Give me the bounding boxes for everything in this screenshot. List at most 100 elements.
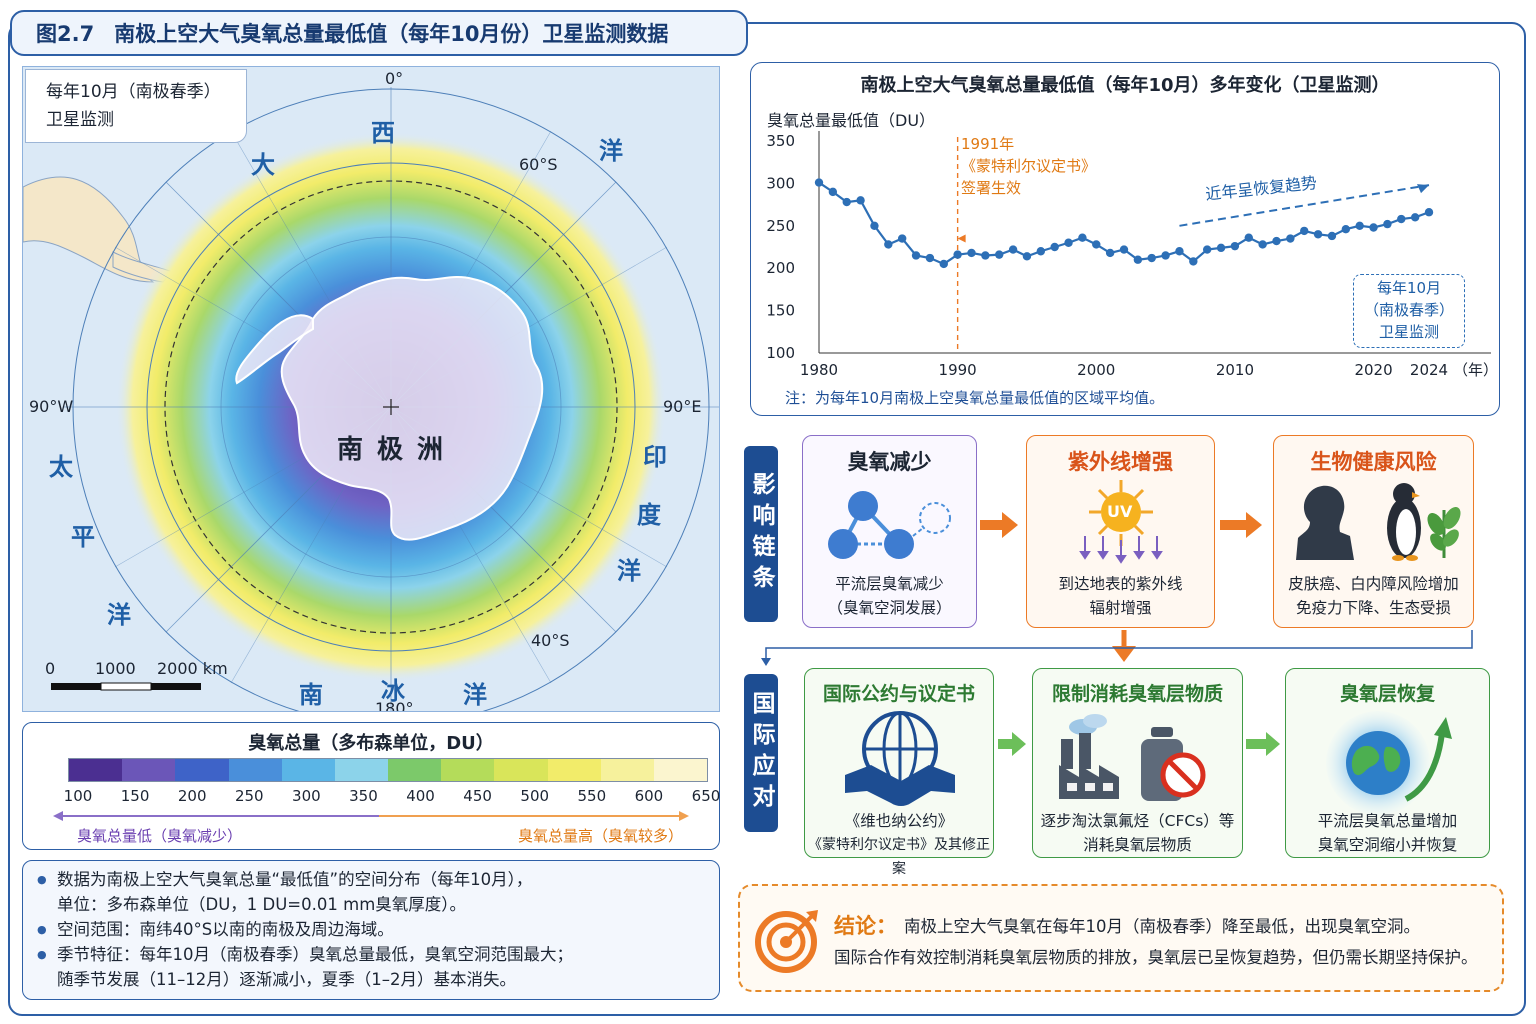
data-point (1216, 243, 1226, 253)
legend-tick-label: 500 (520, 787, 550, 805)
arrow-right-icon (998, 732, 1026, 756)
data-point (1050, 242, 1059, 252)
ocean-char-ind2: 度 (637, 501, 661, 529)
data-point (911, 251, 921, 260)
card-health-risk: 生物健康风险 皮肤癌、白内障风险增加 免疫力下降、生态受损 (1273, 435, 1474, 628)
data-point (856, 196, 865, 205)
data-point (828, 187, 838, 197)
card-health-risk-title: 生物健康风险 (1310, 450, 1437, 474)
data-point (1313, 230, 1323, 239)
color-swatch (441, 759, 495, 781)
card-convention: 国际公约与议定书 《维也纳公约》 《蒙特利尔议定书》及其修正案 (804, 668, 994, 877)
data-point (967, 248, 976, 258)
data-point (1286, 234, 1295, 243)
chart-y-axis-label: 臭氧总量最低值（DU） (767, 111, 936, 130)
card-ozone-recovery-desc-1: 平流层臭氧总量增加 (1317, 812, 1458, 830)
y-tick-label: 250 (766, 217, 795, 235)
x-tick-label: 2024 (1410, 361, 1448, 379)
conclusion-panel: 结论： 南极上空大气臭氧在每年10月（南极春季）降至最低，出现臭氧空洞。 国际合… (738, 884, 1504, 992)
treaty-marker-arrow (957, 234, 966, 243)
x-tick-label: 1980 (800, 361, 838, 379)
conclusion-line-2: 国际合作有效控制消耗臭氧层物质的排放，臭氧层已呈恢复趋势，但仍需长期坚持保护。 (834, 948, 1478, 967)
x-tick-label: 2020 (1354, 361, 1392, 379)
data-point (1327, 231, 1337, 241)
note-line-3: 空间范围：南纬40°S以南的南极及周边海域。 (35, 917, 707, 942)
map-badge-line2: 卫星监测 (46, 110, 114, 130)
legend-tick-label: 100 (63, 787, 93, 805)
ocean-char-atl3: 洋 (599, 137, 623, 165)
lon-90e-label: 90°E (663, 397, 702, 416)
y-tick-label: 150 (766, 302, 795, 320)
card-convention-title: 国际公约与议定书 (822, 683, 975, 705)
y-tick-label: 200 (766, 259, 795, 277)
scale-1000: 1000 (95, 659, 136, 678)
data-point (842, 197, 851, 207)
trend-arrow-line (1179, 184, 1430, 227)
map-season-badge: 每年10月（南极春季） 卫星监测 (25, 69, 247, 143)
data-point (1369, 223, 1378, 232)
trend-arrow-head (1417, 184, 1429, 194)
data-point (870, 221, 879, 230)
data-point (1078, 233, 1087, 242)
legend-tick-label: 250 (234, 787, 264, 805)
chart-plot: 100 150 200 250 300 350 1980 1990 2000 2010 2020 20… (766, 131, 1498, 379)
data-point (1230, 241, 1240, 251)
x-tick-label: 2000 (1077, 361, 1115, 379)
lon-180-label: 180° (375, 699, 414, 712)
x-axis-unit-label: （年） (1453, 361, 1498, 379)
data-point (1244, 233, 1253, 242)
note-line-2: 单位：多布森单位（DU，1 DU=0.01 mm臭氧厚度）。 (57, 895, 467, 914)
legend-title: 臭氧总量（多布森单位，DU） (248, 733, 494, 754)
human-penguin-plant-icon (1296, 483, 1461, 561)
card-convention-desc-1: 《维也纳公约》 (844, 812, 954, 830)
data-point (1008, 245, 1018, 254)
data-point (1397, 214, 1406, 224)
color-swatch (494, 759, 548, 781)
data-point (1092, 240, 1101, 249)
y-tick-label: 100 (766, 344, 795, 362)
color-swatch (228, 759, 282, 781)
card-restrict-ods-desc-1: 逐步淘汰氯氟烃（CFCs）等 (1040, 812, 1235, 830)
data-point (1355, 221, 1364, 230)
card-convention-desc-2: 《蒙特利尔议定书》及其修正案 (808, 837, 990, 877)
conclusion-lead: 结论： (834, 914, 897, 938)
card-health-risk-desc-1: 皮肤癌、白内障风险增加 (1288, 575, 1459, 593)
card-uv-increase-desc-2: 辐射增强 (1089, 599, 1152, 617)
legend-tick-label: 300 (292, 787, 321, 805)
treaty-line-2: 《蒙特利尔议定书》 (961, 157, 1097, 175)
legend-tick-label: 150 (120, 787, 150, 805)
data-point (1272, 236, 1281, 246)
data-point (1189, 257, 1198, 266)
impact-chain-tag: 影响链条 (744, 446, 778, 622)
ocean-char-ind3: 洋 (617, 557, 641, 585)
data-point (1105, 248, 1115, 258)
note-line-1: 数据为南极上空大气臭氧总量“最低值”的空间分布（每年10月）， (35, 867, 707, 892)
data-point (981, 251, 990, 260)
legend-tick-label: 350 (349, 787, 378, 805)
scale-2000: 2000 km (157, 659, 228, 678)
legend-tick-label: 600 (634, 787, 664, 805)
data-point (814, 178, 824, 187)
chart-title: 南极上空大气臭氧总量最低值（每年10月）多年变化（卫星监测） (860, 75, 1390, 96)
note-line-5: 随季节发展（11–12月）逐渐减小，夏季（1–2月）基本消失。 (57, 970, 516, 989)
figure-frame (8, 22, 1526, 1016)
data-point (897, 234, 907, 243)
ocean-char-atl2: 西 (371, 119, 395, 147)
data-point (1175, 247, 1184, 256)
figure-number: 图2.7 (36, 22, 95, 46)
lat-40-label: 40°S (531, 631, 570, 650)
card-restrict-ods-desc-2: 消耗臭氧层物质 (1083, 836, 1192, 854)
chart-badge-line3: 卫星监测 (1378, 323, 1439, 341)
uv-label: UV (1107, 502, 1133, 521)
data-point (995, 250, 1004, 259)
card-ozone-recovery: 臭氧层恢复 平流层臭氧总量增加 臭氧空洞缩小并恢复 (1285, 668, 1490, 858)
color-swatch (388, 759, 442, 781)
lat-60-label: 60°S (519, 155, 558, 174)
notes-panel: 数据为南极上空大气臭氧总量“最低值”的空间分布（每年10月）， 单位：多布森单位… (22, 860, 720, 1000)
card-ozone-depletion: 臭氧减少 平流层臭氧减少 （臭氧空洞发展） (802, 435, 977, 628)
data-point (1064, 238, 1073, 247)
arrow-right-icon (1220, 512, 1262, 538)
card-restrict-ods: 限制消耗臭氧层物质 逐步淘汰氯氟烃（CFCs）等 消耗臭氧层物质 (1032, 668, 1243, 858)
legend-arrows (53, 811, 689, 821)
card-uv-increase-desc-1: 到达地表的紫外线 (1058, 575, 1183, 593)
